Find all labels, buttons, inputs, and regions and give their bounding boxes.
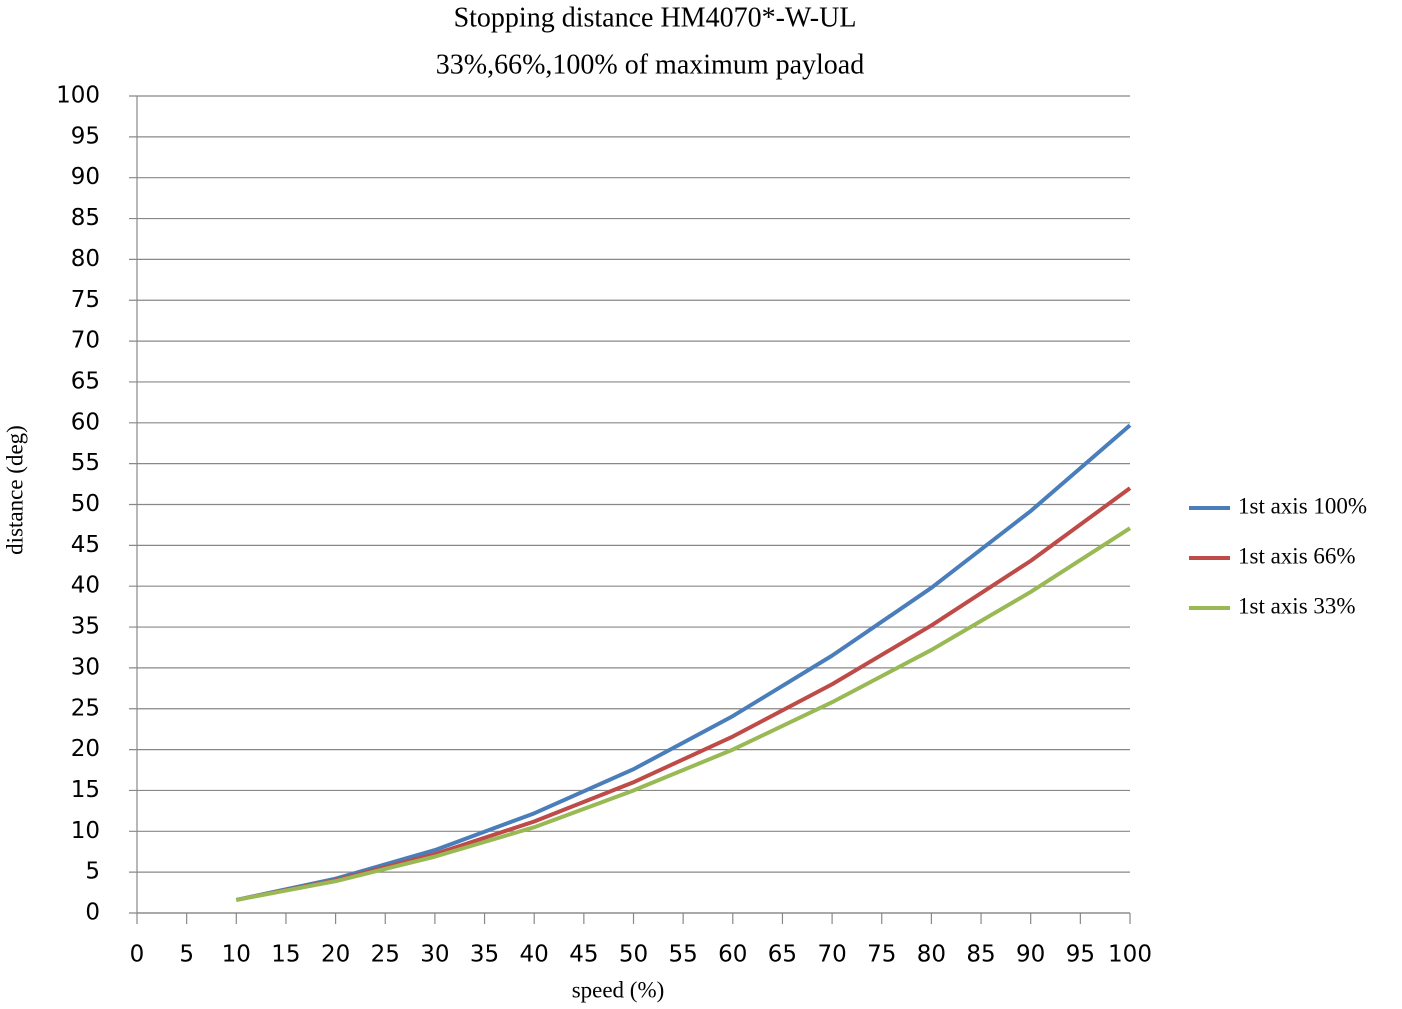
- y-tick-label: 55: [71, 450, 100, 476]
- x-tick-label: 60: [718, 942, 747, 968]
- y-tick-label: 45: [71, 532, 100, 558]
- y-tick-label: 30: [71, 654, 100, 680]
- x-tick-label: 70: [817, 942, 846, 968]
- y-tick-label: 90: [71, 164, 100, 190]
- x-tick-label: 100: [1108, 942, 1152, 968]
- x-tick-label: 40: [520, 942, 549, 968]
- x-tick-label: 95: [1066, 942, 1095, 968]
- data-line: [235, 486, 1132, 902]
- y-tick-label: 25: [71, 695, 100, 721]
- y-tick-label: 50: [71, 491, 100, 517]
- legend-label: 1st axis 33%: [1238, 593, 1356, 618]
- legend-label: 1st axis 66%: [1238, 543, 1356, 568]
- legend-label: 1st axis 100%: [1238, 493, 1367, 518]
- x-tick-label: 25: [371, 942, 400, 968]
- x-tick-label: 50: [619, 942, 648, 968]
- x-tick-label: 15: [271, 942, 300, 968]
- x-tick-label: 20: [321, 942, 350, 968]
- x-axis-label: speed (%): [572, 977, 665, 1002]
- chart-subtitle: 33%,66%,100% of maximum payload: [436, 49, 864, 80]
- x-tick-label: 35: [470, 942, 499, 968]
- x-tick-label: 10: [222, 942, 251, 968]
- chart-title: Stopping distance HM4070*-W-UL: [454, 2, 857, 33]
- y-tick-label: 100: [56, 83, 100, 109]
- y-tick-label: 40: [71, 573, 100, 599]
- data-line: [235, 526, 1132, 902]
- x-tick-label: 45: [569, 942, 598, 968]
- x-tick-label: 5: [179, 942, 194, 968]
- x-tick-label: 0: [130, 942, 145, 968]
- x-tick-label: 30: [420, 942, 449, 968]
- x-tick-label: 55: [669, 942, 698, 968]
- y-tick-label: 80: [71, 246, 100, 272]
- x-tick-label: 65: [768, 942, 797, 968]
- x-tick-label: 85: [966, 942, 995, 968]
- y-tick-label: 35: [71, 614, 100, 640]
- x-tick-label: 80: [917, 942, 946, 968]
- y-tick-label: 15: [71, 777, 100, 803]
- y-tick-label: 65: [71, 368, 100, 394]
- y-tick-label: 95: [71, 123, 100, 149]
- y-tick-label: 10: [71, 818, 100, 844]
- x-tick-label: 90: [1016, 942, 1045, 968]
- x-tick-label: 75: [867, 942, 896, 968]
- y-tick-label: 75: [71, 287, 100, 313]
- y-tick-label: 0: [85, 900, 100, 926]
- y-tick-label: 85: [71, 205, 100, 231]
- y-tick-label: 60: [71, 409, 100, 435]
- data-line: [235, 423, 1132, 902]
- y-tick-label: 5: [85, 859, 100, 885]
- y-axis-label: distance (deg): [2, 425, 27, 555]
- y-tick-label: 70: [71, 328, 100, 354]
- y-tick-label: 20: [71, 736, 100, 762]
